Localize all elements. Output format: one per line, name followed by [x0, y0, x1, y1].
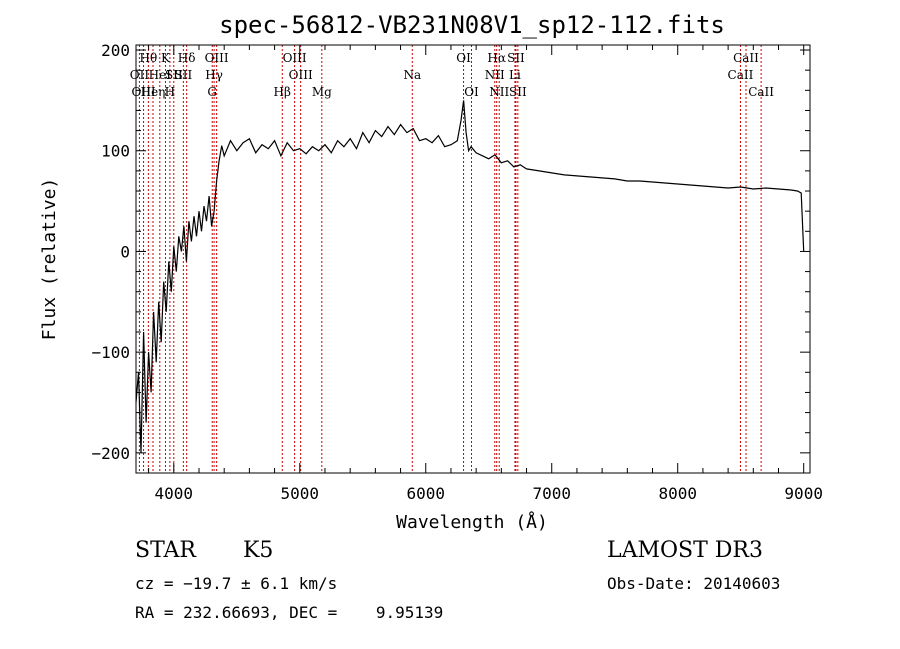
- line-label: SII: [509, 85, 527, 99]
- line-label: CaII: [728, 68, 754, 82]
- y-tick-label: 100: [101, 142, 130, 161]
- line-label: SII: [175, 68, 193, 82]
- line-label: SII: [507, 51, 525, 65]
- line-label: Heη: [141, 85, 166, 99]
- marker-lines: [138, 45, 762, 473]
- redshift-text: cz = −19.7 ± 6.1 km/s: [135, 574, 338, 593]
- line-label: OIII: [205, 51, 229, 65]
- x-axis-label: Wavelength (Å): [396, 511, 548, 533]
- line-label: CaII: [733, 51, 759, 65]
- line-label: Hθ: [139, 51, 157, 65]
- line-label: OIII: [283, 51, 307, 65]
- line-label: OIII: [132, 85, 156, 99]
- line-label: Hγ: [205, 68, 223, 82]
- y-tick-label: 200: [101, 41, 130, 60]
- line-label: HeI: [149, 68, 172, 82]
- line-label: Na: [403, 68, 421, 82]
- line-label: OII: [130, 68, 150, 82]
- y-tick-label: −200: [91, 444, 130, 463]
- line-label: Li: [509, 68, 521, 82]
- x-tick-label: 8000: [658, 484, 697, 503]
- plot-frame: [135, 44, 811, 474]
- x-tick-label: 4000: [155, 484, 194, 503]
- line-label: K: [161, 51, 171, 65]
- line-label: Hδ: [178, 51, 196, 65]
- obs-date: Obs-Date: 20140603: [607, 574, 781, 593]
- line-label: NII: [485, 68, 505, 82]
- spectrum-line: [135, 100, 805, 453]
- line-label: CaII: [748, 85, 774, 99]
- y-tick-label: −100: [91, 343, 130, 362]
- line-label: Hβ: [274, 85, 291, 99]
- line-label: SII: [165, 68, 183, 82]
- line-label: Mg: [312, 85, 332, 99]
- line-label: H: [165, 85, 175, 99]
- line-label: NII: [489, 85, 509, 99]
- x-tick-label: 9000: [784, 484, 823, 503]
- coordinates: RA = 232.66693, DEC = 9.95139: [135, 603, 444, 622]
- subclass: K5: [243, 538, 274, 563]
- line-label: G: [207, 85, 217, 99]
- y-axis: −200 −100 0 100 200: [91, 41, 810, 463]
- y-axis-label: Flux (relative): [39, 178, 60, 341]
- line-label: OI: [456, 51, 471, 65]
- x-tick-label: 7000: [532, 484, 571, 503]
- x-axis: 4000 5000 6000 7000 8000 9000: [148, 45, 823, 503]
- survey-name: LAMOST DR3: [607, 538, 763, 563]
- line-label: Hα: [487, 51, 506, 65]
- x-tick-label: 5000: [281, 484, 320, 503]
- x-tick-label: 6000: [406, 484, 445, 503]
- spectrum-chart: spec-56812-VB231N08V1_sp12-112.fits 4000…: [39, 11, 823, 533]
- y-tick-label: 0: [120, 242, 130, 261]
- line-label: OI: [464, 85, 479, 99]
- object-class: STAR: [135, 538, 196, 563]
- line-label: OIII: [289, 68, 313, 82]
- chart-title: spec-56812-VB231N08V1_sp12-112.fits: [219, 11, 725, 39]
